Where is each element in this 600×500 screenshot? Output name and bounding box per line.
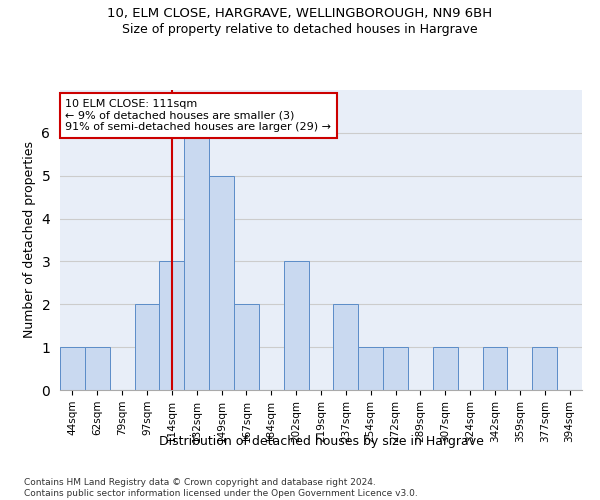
Text: 10, ELM CLOSE, HARGRAVE, WELLINGBOROUGH, NN9 6BH: 10, ELM CLOSE, HARGRAVE, WELLINGBOROUGH,… (107, 8, 493, 20)
Text: 10 ELM CLOSE: 111sqm
← 9% of detached houses are smaller (3)
91% of semi-detache: 10 ELM CLOSE: 111sqm ← 9% of detached ho… (65, 99, 331, 132)
Bar (532, 347, 557, 390)
Bar (284, 262, 308, 390)
Bar (209, 176, 234, 390)
Text: Distribution of detached houses by size in Hargrave: Distribution of detached houses by size … (158, 435, 484, 448)
Bar (433, 347, 458, 390)
Text: Contains HM Land Registry data © Crown copyright and database right 2024.
Contai: Contains HM Land Registry data © Crown c… (24, 478, 418, 498)
Bar (134, 304, 160, 390)
Bar (184, 133, 209, 390)
Bar (234, 304, 259, 390)
Text: Size of property relative to detached houses in Hargrave: Size of property relative to detached ho… (122, 22, 478, 36)
Bar (383, 347, 408, 390)
Bar (85, 347, 110, 390)
Bar (160, 262, 184, 390)
Bar (334, 304, 358, 390)
Bar (358, 347, 383, 390)
Y-axis label: Number of detached properties: Number of detached properties (23, 142, 36, 338)
Bar (60, 347, 85, 390)
Bar (482, 347, 508, 390)
